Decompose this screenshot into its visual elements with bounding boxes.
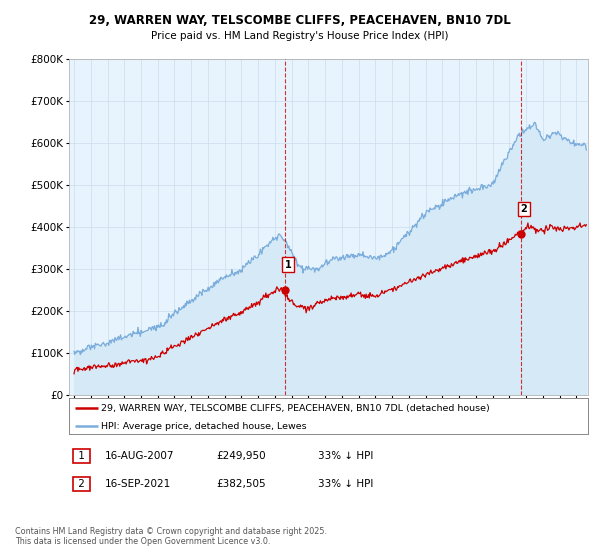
Text: 16-SEP-2021: 16-SEP-2021 [105, 479, 171, 489]
Text: HPI: Average price, detached house, Lewes: HPI: Average price, detached house, Lewe… [101, 422, 307, 431]
Text: 2: 2 [520, 204, 527, 214]
Text: Price paid vs. HM Land Registry's House Price Index (HPI): Price paid vs. HM Land Registry's House … [151, 31, 449, 41]
Text: 29, WARREN WAY, TELSCOMBE CLIFFS, PEACEHAVEN, BN10 7DL (detached house): 29, WARREN WAY, TELSCOMBE CLIFFS, PEACEH… [101, 404, 490, 413]
Text: 33% ↓ HPI: 33% ↓ HPI [318, 451, 373, 461]
Text: 1: 1 [284, 260, 291, 269]
Text: 33% ↓ HPI: 33% ↓ HPI [318, 479, 373, 489]
Text: 1: 1 [75, 451, 88, 461]
Text: £249,950: £249,950 [216, 451, 266, 461]
Text: 2: 2 [75, 479, 88, 489]
Text: £382,505: £382,505 [216, 479, 266, 489]
Text: Contains HM Land Registry data © Crown copyright and database right 2025.
This d: Contains HM Land Registry data © Crown c… [15, 526, 327, 546]
Text: 29, WARREN WAY, TELSCOMBE CLIFFS, PEACEHAVEN, BN10 7DL: 29, WARREN WAY, TELSCOMBE CLIFFS, PEACEH… [89, 14, 511, 27]
Text: 16-AUG-2007: 16-AUG-2007 [105, 451, 175, 461]
